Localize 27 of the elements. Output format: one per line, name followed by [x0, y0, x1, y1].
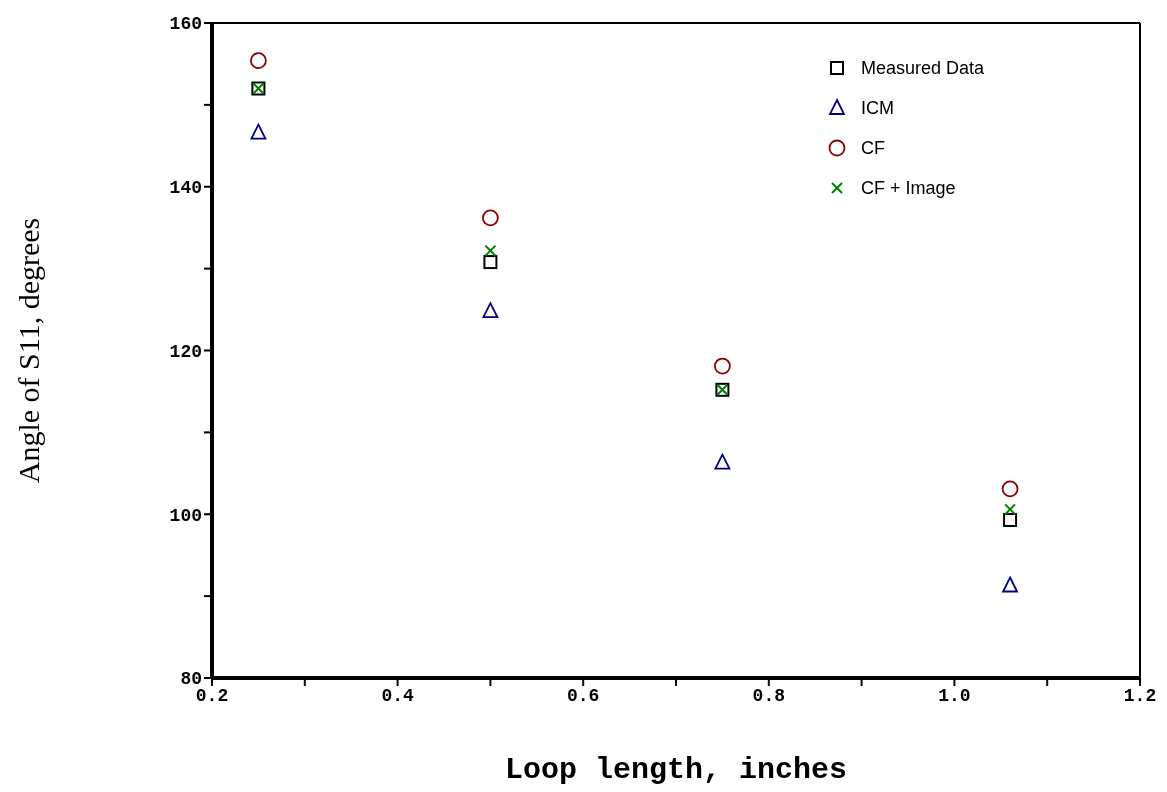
- text: 1.0: [938, 685, 971, 706]
- x-tick-label: 0.8: [752, 685, 785, 706]
- point: [1004, 503, 1017, 516]
- point: [1001, 480, 1019, 498]
- legend-label: CF + Image: [861, 177, 956, 199]
- y-tick-label: 160: [169, 14, 202, 35]
- point: [1002, 576, 1018, 593]
- point: [1003, 512, 1018, 527]
- y-tick-label: 100: [169, 505, 202, 526]
- x-tick-label: 1.2: [1123, 685, 1157, 706]
- x-tick-label: 0.4: [381, 685, 414, 706]
- legend-label: CF: [861, 137, 885, 159]
- x-axis-title: Loop length, inches: [504, 753, 848, 787]
- point: [714, 453, 731, 470]
- legend-label: ICM: [861, 97, 894, 119]
- y-axis-title: Angle of S11, degrees: [11, 217, 45, 484]
- legend-label: Measured Data: [861, 57, 985, 79]
- x-tick-label: 0.6: [567, 685, 600, 706]
- point: [250, 52, 267, 70]
- point: [483, 255, 498, 270]
- y-tick-label: 140: [169, 178, 202, 199]
- y-tick-label: 120: [169, 341, 202, 362]
- point: [714, 357, 731, 375]
- point: [250, 123, 267, 140]
- point: [482, 209, 499, 227]
- point: [484, 244, 497, 257]
- point: [482, 302, 499, 319]
